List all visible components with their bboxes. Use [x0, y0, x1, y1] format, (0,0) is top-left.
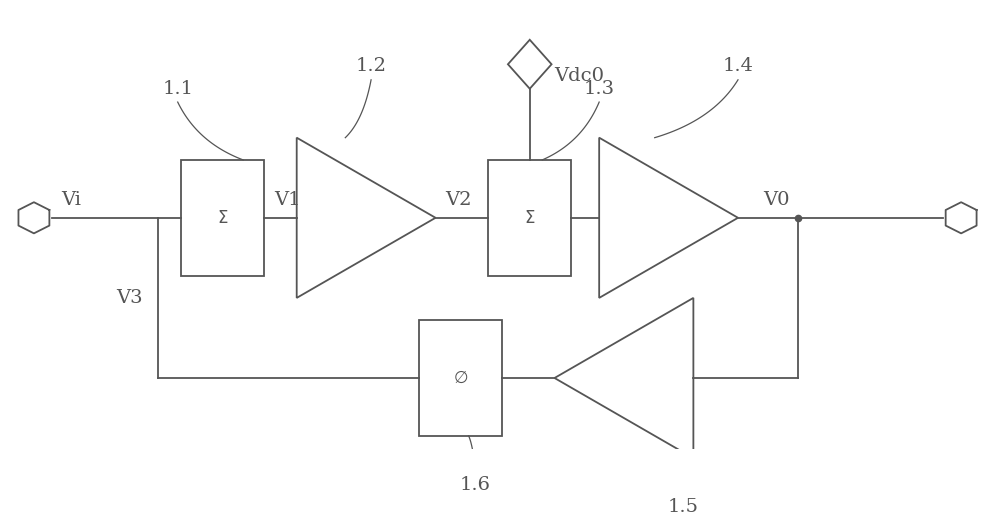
- Text: V1: V1: [274, 191, 300, 209]
- Bar: [419, 320, 502, 436]
- Text: $\emptyset$: $\emptyset$: [453, 369, 468, 387]
- Text: 1.6: 1.6: [460, 476, 491, 494]
- Text: $\Sigma$: $\Sigma$: [217, 209, 228, 227]
- Text: $\Sigma$: $\Sigma$: [524, 209, 535, 227]
- Text: V2: V2: [445, 191, 472, 209]
- Text: V3: V3: [116, 289, 143, 307]
- Bar: [181, 160, 264, 276]
- Text: 1.2: 1.2: [356, 57, 387, 75]
- Text: V0: V0: [763, 191, 789, 209]
- Text: 1.1: 1.1: [162, 80, 193, 98]
- Text: 1.4: 1.4: [722, 57, 754, 75]
- Text: 1.3: 1.3: [584, 80, 615, 98]
- Text: 1.5: 1.5: [668, 498, 699, 515]
- Bar: [488, 160, 571, 276]
- Text: Vi: Vi: [62, 191, 82, 209]
- Text: Vdc0: Vdc0: [555, 67, 605, 85]
